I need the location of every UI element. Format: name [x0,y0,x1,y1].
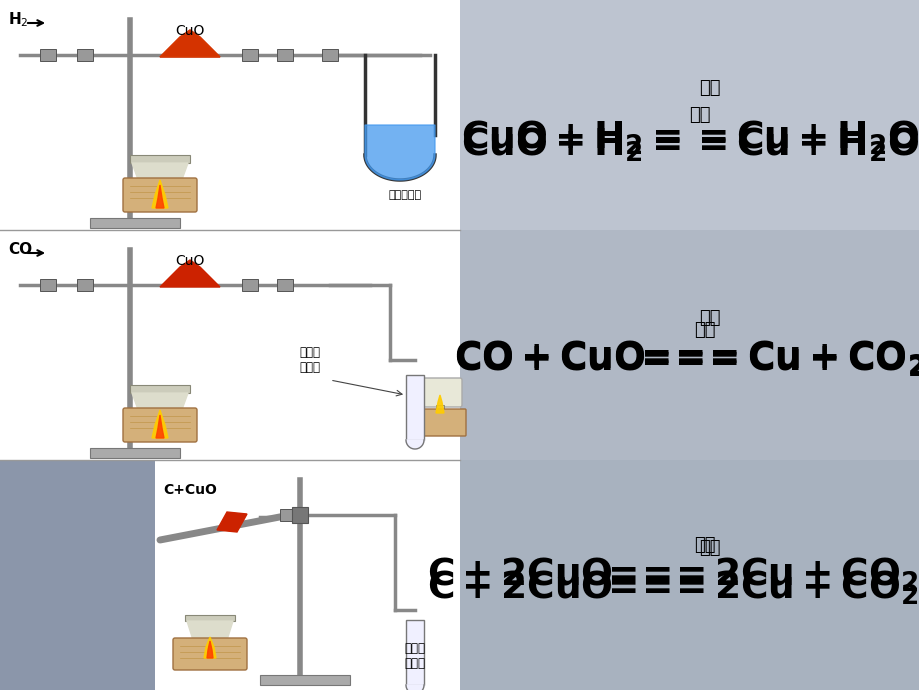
Text: 加热: 加热 [698,79,720,97]
Text: 无水硫酸铜: 无水硫酸铜 [388,190,421,200]
Text: $\mathbf{CuO+H_2==Cu+H_2O}$: $\mathbf{CuO+H_2==Cu+H_2O}$ [460,119,918,157]
Text: 加热: 加热 [698,309,720,327]
Bar [242,279,257,291]
Polygon shape [131,163,187,185]
Polygon shape [405,685,424,690]
Bar [90,448,180,458]
Polygon shape [156,185,164,208]
Bar [260,675,349,685]
Text: $\bf{C+2CuO}$$\mathbf{\!\!=\!\!=\!\!=}$$\bf{2Cu+CO_2}$$\bf{\uparrow}$: $\bf{C+2CuO}$$\mathbf{\!\!=\!\!=\!\!=}$$… [426,556,919,594]
Text: 澄清的
石灰水: 澄清的 石灰水 [404,642,425,670]
Bar [405,620,424,685]
Bar [291,507,308,523]
Polygon shape [160,30,220,57]
Bar [405,375,424,440]
Polygon shape [131,393,187,415]
FancyBboxPatch shape [123,178,197,212]
Bar [436,405,444,413]
Bar [205,650,215,658]
Polygon shape [405,440,424,449]
Text: 加热: 加热 [688,106,710,124]
Text: 澄清的
石灰水: 澄清的 石灰水 [300,346,320,374]
Text: CuO: CuO [176,254,204,268]
Text: CO: CO [8,242,32,257]
FancyBboxPatch shape [414,409,466,436]
Polygon shape [207,641,213,658]
FancyBboxPatch shape [417,378,461,407]
Bar [277,279,292,291]
Text: CuO: CuO [176,24,204,38]
Bar [90,218,180,228]
Text: $\mathbf{C+2CuO\!\!=\!\!=\!\!=2Cu+CO_2\uparrow}$: $\mathbf{C+2CuO\!\!=\!\!=\!\!=2Cu+CO_2\u… [426,569,919,607]
Bar [130,155,190,163]
Bar [460,0,919,230]
Text: $\bf{CO+CuO}$$\mathbf{\!\!=\!\!=\!\!=}$$\bf{Cu+CO_2}$: $\bf{CO+CuO}$$\mathbf{\!\!=\!\!=\!\!=}$$… [454,341,919,379]
Bar [40,49,56,61]
Text: $\mathbf{CO+CuO\!\!=\!\!=\!\!=Cu+CO_2}$: $\mathbf{CO+CuO\!\!=\!\!=\!\!=Cu+CO_2}$ [454,339,919,377]
Text: H$_2$: H$_2$ [8,10,28,30]
Text: $\bf{CuO+H_2}$$\bf{==Cu+H_2O}$: $\bf{CuO+H_2}$$\bf{==Cu+H_2O}$ [460,126,918,164]
Bar [77,49,93,61]
Bar [40,279,56,291]
Bar [277,49,292,61]
Bar [77,279,93,291]
Bar [0,0,460,230]
Text: C+CuO: C+CuO [163,483,217,497]
Bar [185,615,234,621]
Polygon shape [160,260,220,287]
Bar [460,460,919,690]
Polygon shape [204,637,216,658]
FancyBboxPatch shape [173,638,246,670]
Polygon shape [187,621,233,640]
Text: 高温: 高温 [694,536,715,554]
Bar [0,460,154,690]
Bar [0,230,460,460]
Bar [153,428,165,438]
Bar [242,49,257,61]
Bar [460,230,919,460]
Polygon shape [193,640,227,650]
Polygon shape [156,415,164,438]
Bar [322,49,337,61]
Polygon shape [140,415,180,428]
Polygon shape [160,30,220,57]
Bar [130,385,190,393]
Bar [279,509,298,521]
FancyBboxPatch shape [123,408,197,442]
Polygon shape [152,180,168,208]
Bar [0,460,460,690]
Polygon shape [140,185,180,198]
Polygon shape [365,125,435,180]
Polygon shape [217,512,246,532]
Polygon shape [152,410,168,438]
Bar [153,198,165,208]
Text: 高温: 高温 [698,539,720,557]
Text: 加热: 加热 [694,321,715,339]
Polygon shape [436,395,444,413]
